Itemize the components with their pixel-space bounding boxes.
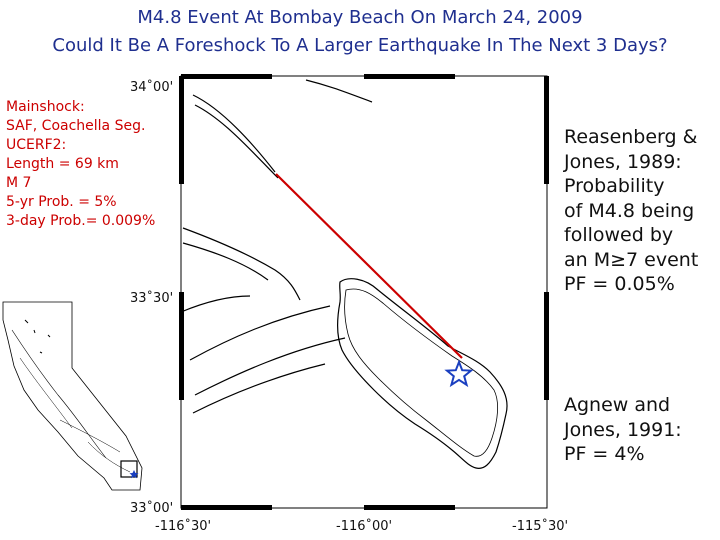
title-line-2: Could It Be A Foreshock To A Larger Eart… [52, 35, 668, 56]
agnew-line: Agnew and [564, 394, 671, 416]
lat-label-34-00: 34˚00' [130, 79, 173, 95]
lon-label-115-30: -115˚30' [512, 518, 568, 534]
coachella-rupture-line [275, 173, 463, 359]
reasenberg-jones-note: Reasenberg & Jones, 1989: Probability of… [564, 125, 714, 297]
map-frame [179, 74, 549, 510]
agnew-line: PF = 4% [564, 443, 645, 465]
reasenberg-line: Reasenberg & [564, 126, 698, 148]
california-inset-map [2, 301, 143, 491]
salton-sea-outline [337, 278, 508, 469]
lat-label-33-00: 33˚00' [130, 500, 173, 516]
lat-label-33-30: 33˚30' [130, 290, 173, 306]
salton-sea-inner-outline [344, 288, 498, 457]
reasenberg-line: PF = 0.05% [564, 273, 675, 295]
mainshock-line: Mainshock: [6, 99, 85, 115]
mainshock-line: 3-day Prob.= 0.009% [6, 213, 156, 229]
lon-label-116-00: -116˚00' [336, 518, 392, 534]
title-line-1: M4.8 Event At Bombay Beach On March 24, … [137, 7, 583, 28]
star-icon [444, 359, 474, 388]
reasenberg-line: an M≥7 event [564, 248, 699, 271]
reasenberg-line: Jones, 1989: [564, 150, 682, 173]
lon-label-116-30: -116˚30' [155, 518, 211, 534]
mainshock-line: Length = 69 km [6, 156, 119, 172]
fault-traces [180, 79, 373, 414]
mainshock-line: 5-yr Prob. = 5% [6, 194, 117, 210]
reasenberg-line: of M4.8 being [564, 199, 695, 222]
agnew-line: Jones, 1991: [564, 418, 682, 441]
mainshock-line: UCERF2: [6, 137, 67, 153]
mainshock-info: Mainshock: SAF, Coachella Seg. UCERF2: L… [6, 98, 176, 231]
agnew-jones-note: Agnew and Jones, 1991: PF = 4% [564, 393, 714, 467]
mainshock-line: SAF, Coachella Seg. [6, 118, 146, 134]
reasenberg-line: Probability [564, 175, 665, 197]
reasenberg-line: followed by [564, 224, 674, 246]
mainshock-line: M 7 [6, 175, 32, 191]
